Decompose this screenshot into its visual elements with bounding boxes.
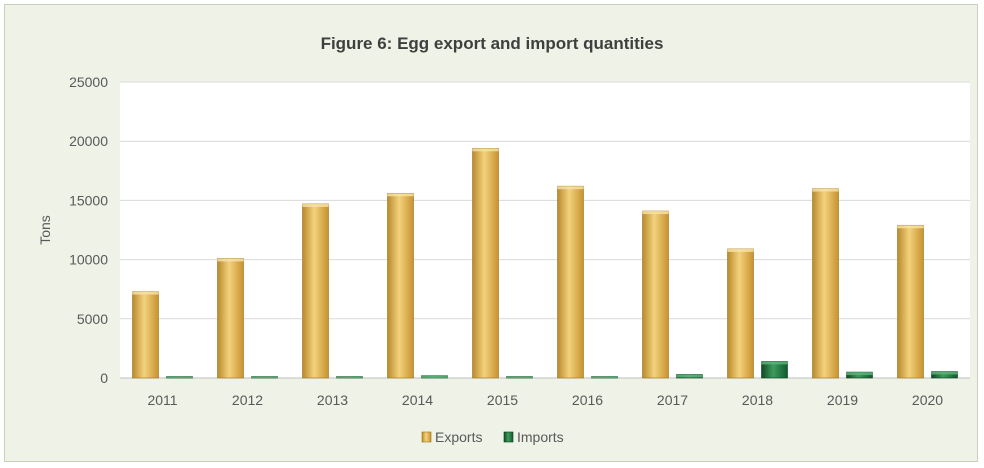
bar-exports-2018 (728, 249, 754, 378)
x-tick-label: 2017 (657, 392, 688, 408)
y-tick-label: 10000 (69, 252, 108, 268)
bar-cap (847, 372, 873, 375)
x-tick-label: 2013 (317, 392, 348, 408)
bar-cap (507, 377, 533, 379)
bar-cap (218, 258, 244, 261)
bar-cap (643, 211, 669, 214)
plot-area (120, 82, 970, 378)
y-tick-label: 5000 (77, 311, 108, 327)
bar-exports-2019 (813, 189, 839, 378)
legend-label-exports: Exports (435, 429, 482, 445)
bar-cap (133, 292, 159, 295)
x-tick-label: 2016 (572, 392, 603, 408)
x-tick-label: 2020 (912, 392, 943, 408)
bar-cap (898, 225, 924, 228)
legend-swatch-imports (504, 432, 513, 442)
bar-cap (303, 204, 329, 207)
bar-cap (473, 148, 499, 151)
bar-exports-2014 (388, 193, 414, 378)
bar-exports-2017 (643, 211, 669, 378)
bar-exports-2016 (558, 186, 584, 378)
x-tick-label: 2018 (742, 392, 773, 408)
x-tick-label: 2012 (232, 392, 263, 408)
x-tick-label: 2019 (827, 392, 858, 408)
legend-swatch-exports (422, 432, 431, 442)
bar-cap (558, 186, 584, 189)
x-tick-label: 2014 (402, 392, 433, 408)
bar-cap (252, 377, 278, 379)
bar-exports-2020 (898, 225, 924, 378)
bar-cap (677, 374, 703, 377)
bar-cap (167, 377, 193, 379)
bar-cap (932, 371, 958, 374)
bar-cap (388, 193, 414, 196)
bar-exports-2013 (303, 204, 329, 378)
y-tick-label: 25000 (69, 74, 108, 90)
bar-exports-2011 (133, 292, 159, 378)
bar-cap (813, 189, 839, 192)
y-tick-label: 20000 (69, 133, 108, 149)
legend-label-imports: Imports (517, 429, 564, 445)
bar-cap (762, 361, 788, 364)
y-axis-title: Tons (37, 215, 53, 245)
bar-cap (422, 376, 448, 378)
x-tick-label: 2015 (487, 392, 518, 408)
bar-cap (728, 249, 754, 252)
x-tick-label: 2011 (147, 392, 177, 408)
bar-cap (337, 377, 363, 379)
y-tick-label: 15000 (69, 192, 108, 208)
bar-exports-2015 (473, 148, 499, 378)
bar-cap (592, 377, 618, 379)
bar-exports-2012 (218, 258, 244, 378)
y-tick-label: 0 (100, 370, 108, 386)
